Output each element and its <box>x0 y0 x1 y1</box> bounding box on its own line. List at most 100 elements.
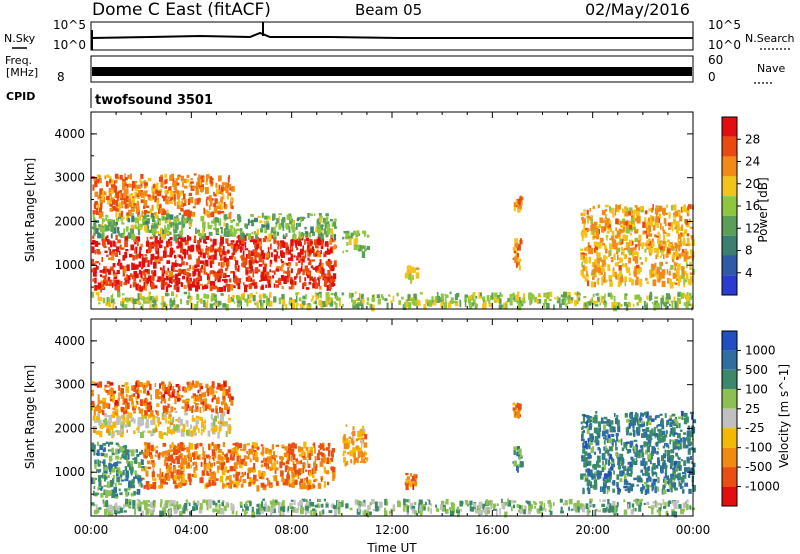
data-cell <box>464 297 467 302</box>
data-cell <box>307 262 312 266</box>
data-cell <box>603 437 606 440</box>
data-cell <box>647 458 652 462</box>
data-cell <box>587 479 591 484</box>
data-cell <box>582 442 585 449</box>
data-cell <box>153 484 156 490</box>
data-cell <box>165 198 169 205</box>
data-cell <box>190 178 193 181</box>
data-cell <box>167 231 172 235</box>
data-cell <box>208 404 212 411</box>
data-cell <box>256 228 259 236</box>
data-cell <box>212 240 215 247</box>
data-cell <box>144 182 148 186</box>
data-cell <box>223 202 226 208</box>
data-cell <box>91 268 94 273</box>
data-cell <box>208 231 213 236</box>
data-cell <box>273 451 276 458</box>
data-cell <box>102 218 106 222</box>
data-cell <box>286 270 291 278</box>
data-cell <box>132 298 137 305</box>
data-cell <box>132 303 135 309</box>
data-cell <box>258 476 262 479</box>
data-cell <box>671 427 676 434</box>
data-cell <box>409 274 413 280</box>
data-cell <box>199 248 203 255</box>
data-cell <box>152 428 156 434</box>
data-cell <box>247 451 250 454</box>
data-cell <box>273 455 278 458</box>
data-cell <box>255 233 259 240</box>
data-cell <box>151 270 154 274</box>
data-cell <box>193 278 195 285</box>
data-cell <box>352 447 356 454</box>
data-cell <box>244 471 246 476</box>
data-cell <box>347 451 350 455</box>
data-cell <box>118 216 122 219</box>
data-cell <box>456 292 460 298</box>
data-cell <box>129 193 132 199</box>
data-cell <box>674 439 679 446</box>
data-cell <box>304 235 309 238</box>
data-cell <box>134 240 137 245</box>
data-cell <box>220 226 223 229</box>
data-cell <box>413 474 418 479</box>
data-cell <box>594 304 599 307</box>
data-cell <box>623 254 626 259</box>
data-cell <box>630 456 633 460</box>
data-cell <box>253 239 257 245</box>
data-cell <box>677 433 681 439</box>
data-cell <box>604 429 609 434</box>
data-cell <box>134 405 137 409</box>
data-cell <box>196 182 199 188</box>
data-cell <box>134 181 138 184</box>
data-cell <box>200 461 203 467</box>
data-cell <box>91 442 95 449</box>
data-cell <box>135 264 139 270</box>
data-cell <box>149 208 153 213</box>
data-cell <box>159 209 164 214</box>
data-cell <box>280 265 283 272</box>
data-cell <box>128 395 133 402</box>
data-cell <box>154 229 157 233</box>
data-cell <box>199 237 202 243</box>
data-cell <box>133 274 137 282</box>
data-cell <box>567 292 571 298</box>
data-cell <box>134 248 136 254</box>
data-cell <box>576 295 579 302</box>
data-cell <box>206 245 208 248</box>
data-cell <box>136 427 140 431</box>
data-cell <box>640 205 644 210</box>
data-cell <box>97 459 100 465</box>
data-cell <box>351 295 353 303</box>
data-cell <box>201 457 205 460</box>
data-cell <box>144 190 148 197</box>
data-cell <box>155 394 159 399</box>
data-cell <box>648 225 652 232</box>
data-cell <box>592 476 597 479</box>
data-cell <box>519 454 523 458</box>
data-cell <box>206 196 210 200</box>
data-cell <box>223 234 228 237</box>
data-cell <box>272 215 275 221</box>
data-cell <box>622 234 626 241</box>
data-cell <box>264 462 268 467</box>
data-cell <box>205 272 208 275</box>
data-cell <box>343 434 346 441</box>
data-cell <box>195 380 199 388</box>
data-cell <box>100 177 102 184</box>
data-cell <box>144 447 147 455</box>
data-cell <box>93 224 97 230</box>
data-cell <box>260 460 264 464</box>
data-cell <box>114 483 117 488</box>
data-cell <box>141 254 144 260</box>
data-cell <box>601 276 604 280</box>
data-cell <box>663 453 666 459</box>
data-cell <box>515 404 519 409</box>
data-cell <box>311 483 315 489</box>
data-cell <box>215 299 218 303</box>
data-cell <box>290 239 294 246</box>
data-cell <box>642 221 646 228</box>
data-cell <box>233 447 236 453</box>
data-cell <box>619 276 624 283</box>
